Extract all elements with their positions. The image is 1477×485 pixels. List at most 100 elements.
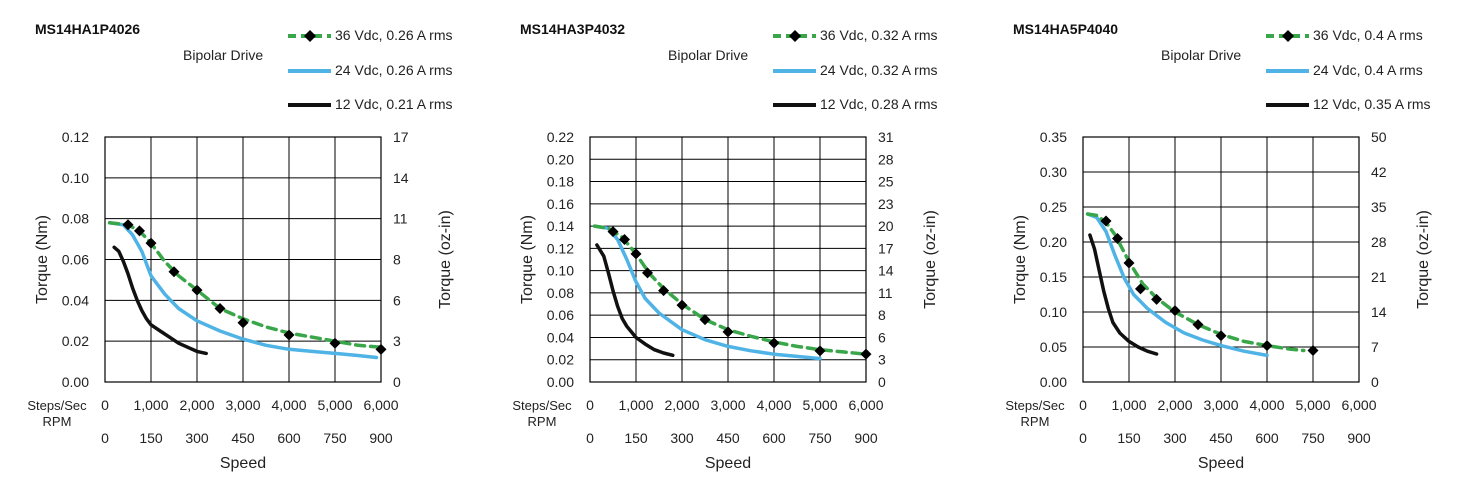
data-point-marker bbox=[768, 337, 780, 349]
data-point-marker bbox=[722, 326, 734, 338]
rpm-tick-label: 300 bbox=[1163, 430, 1187, 446]
legend-entry-36v: 36 Vdc, 0.26 A rms bbox=[285, 27, 525, 45]
legend-label-24v: 24 Vdc, 0.26 A rms bbox=[335, 62, 453, 78]
y2-tick-label: 0 bbox=[393, 374, 401, 390]
y2-tick-label: 17 bbox=[878, 240, 894, 256]
data-point-marker bbox=[1100, 215, 1112, 227]
y-tick-label: 0.08 bbox=[62, 211, 89, 227]
rpm-tick-label: 0 bbox=[1079, 430, 1087, 446]
legend-label-36v: 36 Vdc, 0.32 A rms bbox=[820, 27, 938, 43]
data-point-marker bbox=[1123, 257, 1135, 269]
series-line-12v bbox=[595, 243, 675, 358]
data-point-marker bbox=[237, 317, 249, 329]
series-line-36v bbox=[1085, 212, 1306, 353]
y-tick-label: 0.22 bbox=[547, 129, 574, 145]
x-tick-label: 5,000 bbox=[317, 397, 352, 413]
x-tick-label: 2,000 bbox=[1157, 397, 1192, 413]
x-tick-label: 3,000 bbox=[225, 397, 260, 413]
legend-24v-swatch bbox=[288, 69, 331, 73]
x-tick-label: 5,000 bbox=[802, 397, 837, 413]
x-tick-label: 1,000 bbox=[133, 397, 168, 413]
data-point-marker bbox=[375, 343, 387, 355]
x-tick-label: 6,000 bbox=[848, 397, 883, 413]
y-tick-label: 0.04 bbox=[547, 329, 574, 345]
y-tick-label: 0.04 bbox=[62, 292, 89, 308]
y-tick-label: 0.25 bbox=[1040, 199, 1067, 215]
rpm-tick-label: 600 bbox=[762, 430, 786, 446]
legend-12v-swatch bbox=[1266, 103, 1309, 107]
legend-24v-swatch bbox=[773, 69, 816, 73]
chart-title: MS14HA5P4040 bbox=[1013, 21, 1119, 37]
rpm-tick-label: 900 bbox=[1347, 430, 1371, 446]
drive-label: Bipolar Drive bbox=[183, 47, 264, 63]
series-line-24v bbox=[107, 221, 379, 360]
plot-frame bbox=[589, 136, 867, 383]
data-point-marker bbox=[630, 248, 642, 260]
chart-panel-2: MS14HA3P4032 Bipolar Drive 36 Vdc, 0.32 … bbox=[512, 0, 1000, 485]
y-tick-label: 0.30 bbox=[1040, 164, 1067, 180]
y2-tick-label: 23 bbox=[878, 196, 894, 212]
series-line-24v bbox=[592, 224, 822, 361]
rpm-label: RPM bbox=[1021, 414, 1050, 429]
y2-tick-label: 42 bbox=[1371, 164, 1387, 180]
x-axis-title: Speed bbox=[1198, 455, 1244, 472]
x-tick-label: 6,000 bbox=[363, 397, 398, 413]
legend-entry-36v: 36 Vdc, 0.4 A rms bbox=[1263, 27, 1477, 45]
data-point-marker bbox=[134, 225, 145, 237]
legend-entry-24v: 24 Vdc, 0.32 A rms bbox=[770, 62, 1010, 80]
rpm-tick-label: 900 bbox=[369, 430, 393, 446]
y-tick-label: 0.00 bbox=[62, 374, 89, 390]
y2-tick-label: 3 bbox=[393, 333, 401, 349]
rpm-tick-label: 900 bbox=[854, 430, 878, 446]
rpm-tick-label: 750 bbox=[808, 430, 832, 446]
rpm-tick-label: 600 bbox=[1255, 430, 1279, 446]
data-point-marker bbox=[214, 303, 226, 314]
y2-tick-label: 8 bbox=[878, 307, 886, 323]
x-axis-title: Speed bbox=[220, 455, 266, 472]
y-tick-label: 0.18 bbox=[547, 174, 574, 190]
y2-tick-label: 3 bbox=[878, 352, 886, 368]
data-point-marker bbox=[642, 267, 653, 279]
legend-36v-swatch bbox=[773, 30, 816, 42]
data-point-marker bbox=[1151, 293, 1163, 305]
data-point-marker bbox=[607, 226, 619, 238]
y2-tick-label: 6 bbox=[393, 292, 401, 308]
chart-title: MS14HA3P4032 bbox=[520, 21, 626, 37]
legend-entry-24v: 24 Vdc, 0.4 A rms bbox=[1263, 62, 1477, 80]
y-tick-label: 0.35 bbox=[1040, 129, 1067, 145]
data-point-marker bbox=[1215, 330, 1227, 342]
legend-24v-swatch bbox=[1266, 69, 1309, 73]
rpm-tick-label: 450 bbox=[1209, 430, 1233, 446]
rpm-tick-label: 150 bbox=[139, 430, 163, 446]
rpm-tick-label: 750 bbox=[323, 430, 347, 446]
data-point-marker bbox=[860, 348, 872, 360]
data-point-marker bbox=[168, 266, 180, 278]
x-tick-label: 0 bbox=[586, 397, 594, 413]
data-point-marker bbox=[1169, 305, 1181, 317]
y2-tick-label: 21 bbox=[1371, 269, 1387, 285]
x-tick-label: 4,000 bbox=[1249, 397, 1284, 413]
legend-entry-24v: 24 Vdc, 0.26 A rms bbox=[285, 62, 525, 80]
torque-speed-plot: 0 1,000 2,000 3,000 4,000 5,000 6,000 0 150 300 45… bbox=[27, 129, 454, 472]
data-point-marker bbox=[1192, 319, 1204, 331]
y-tick-label: 0.10 bbox=[1040, 304, 1067, 320]
y2-tick-label: 28 bbox=[1371, 234, 1387, 250]
chart-panel-1: MS14HA1P4026 Bipolar Drive 36 Vdc, 0.26 … bbox=[27, 0, 515, 485]
y-tick-label: 0.06 bbox=[62, 252, 89, 268]
y2-axis-title: Torque (oz-in) bbox=[1415, 210, 1432, 309]
rpm-tick-label: 300 bbox=[185, 430, 209, 446]
legend-label-12v: 12 Vdc, 0.35 A rms bbox=[1313, 96, 1431, 112]
data-point-marker bbox=[814, 345, 826, 357]
legend-label-12v: 12 Vdc, 0.21 A rms bbox=[335, 96, 453, 112]
y-tick-label: 0.10 bbox=[547, 263, 574, 279]
y2-axis-title: Torque (oz-in) bbox=[922, 210, 939, 309]
y-tick-label: 0.15 bbox=[1040, 269, 1067, 285]
rpm-tick-label: 0 bbox=[101, 430, 109, 446]
torque-speed-plot: 0 1,000 2,000 3,000 4,000 5,000 6,000 0 150 300 45… bbox=[512, 129, 939, 472]
x-tick-label: 2,000 bbox=[664, 397, 699, 413]
data-point-marker bbox=[1261, 340, 1273, 352]
y-tick-label: 0.06 bbox=[547, 307, 574, 323]
chart-panel-3: MS14HA5P4040 Bipolar Drive 36 Vdc, 0.4 A… bbox=[1005, 0, 1477, 485]
data-point-marker bbox=[1307, 345, 1319, 356]
y2-tick-label: 20 bbox=[878, 218, 894, 234]
